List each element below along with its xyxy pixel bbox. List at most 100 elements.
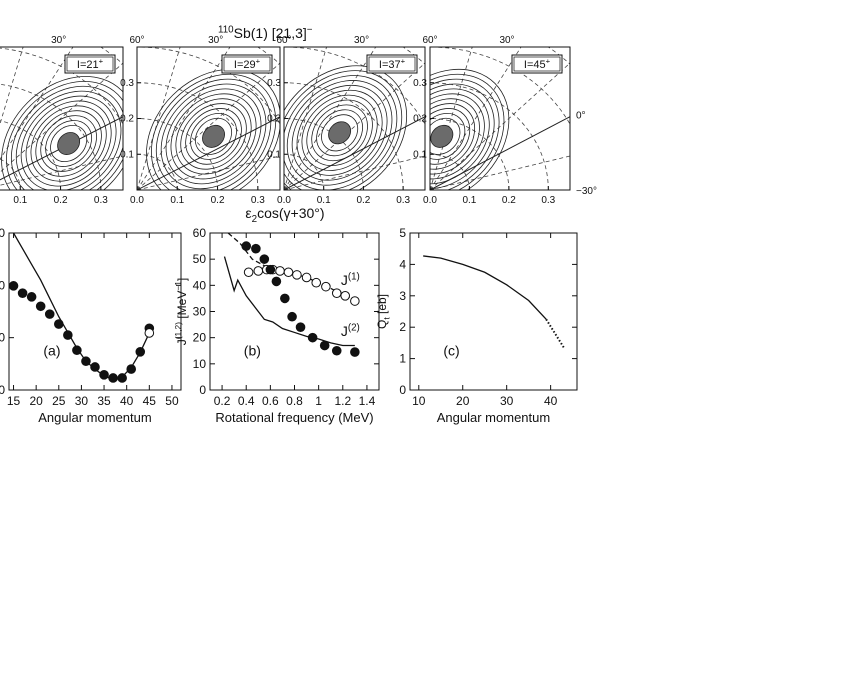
contour-line	[190, 112, 237, 160]
panel-annotation: (c)	[443, 342, 459, 358]
contour-line	[296, 89, 383, 176]
text-part: (1,2)	[173, 322, 183, 339]
contour-line	[40, 115, 97, 172]
text-part: J	[341, 323, 348, 339]
contour-line	[20, 95, 117, 190]
filled-marker	[90, 362, 100, 372]
y-tick-label: 3	[399, 289, 406, 303]
contour-line	[30, 105, 107, 182]
contour-line	[286, 80, 393, 186]
angle-label: 0°	[576, 111, 586, 122]
label-box	[64, 54, 116, 74]
filled-marker	[307, 332, 318, 343]
filled-marker	[350, 347, 360, 357]
polar-ray	[284, 47, 377, 190]
x-tick-label: 10	[412, 394, 426, 408]
x-tick-label: 20	[456, 394, 470, 408]
x-tick-label: 0.1	[170, 195, 184, 206]
y-tick-label: 0.3	[120, 78, 134, 89]
contour-line	[430, 108, 471, 165]
x-tick-label: 0.0	[130, 195, 144, 206]
open-marker	[275, 266, 285, 276]
open-marker	[301, 272, 312, 283]
text-part: Angular momentum	[38, 410, 151, 425]
contour-line	[284, 70, 403, 190]
label-box	[511, 54, 563, 74]
spin-label: I=21+	[77, 57, 104, 71]
x-tick-label: 1.4	[359, 394, 376, 408]
contour-line	[301, 94, 378, 171]
polar-ray	[284, 47, 327, 190]
contour-line	[430, 103, 476, 170]
polar-arc	[0, 47, 123, 126]
text-part: Sb(1) [21,3]	[234, 25, 307, 41]
text-part: I=37	[379, 59, 401, 71]
polar-arc	[284, 47, 425, 126]
spin-label: I=29+	[234, 57, 261, 71]
filled-marker	[295, 322, 306, 333]
spin-label: I=37+	[379, 57, 406, 71]
energy-minimum	[57, 132, 81, 155]
x-tick-label: 0.2	[214, 394, 231, 408]
filled-marker	[319, 340, 330, 351]
filled-marker	[135, 346, 146, 357]
contour-line	[430, 88, 490, 185]
contour-line	[150, 73, 277, 190]
text-part: J	[175, 339, 189, 345]
filled-marker	[259, 254, 270, 264]
angle-label: 30°	[208, 35, 223, 46]
y-tick-label: 60	[193, 226, 207, 240]
contour-line	[10, 85, 123, 190]
filled-marker	[108, 373, 118, 383]
filled-marker	[251, 243, 261, 254]
x-tick-label: 30	[500, 394, 514, 408]
spin-label: I=45+	[524, 57, 551, 71]
y-tick-label: 1	[399, 352, 406, 366]
contour-line	[170, 93, 257, 180]
filled-marker	[53, 319, 64, 329]
filled-marker	[265, 264, 276, 275]
text-part: Angular momentum	[437, 410, 550, 425]
contour-panel	[0, 47, 123, 190]
text-part: (2)	[348, 322, 360, 333]
x-tick-label: 45	[143, 394, 157, 408]
x-tick-label: 0.2	[356, 195, 370, 206]
contour-line	[1, 76, 123, 190]
text-part: [MeV	[175, 291, 189, 322]
polar-ray	[0, 62, 123, 173]
contour-line	[45, 120, 93, 167]
label-box-inner	[223, 56, 271, 72]
contour-line	[195, 117, 233, 155]
x-tick-label: 0.1	[13, 195, 27, 206]
text-part: +	[99, 57, 104, 66]
energy-minimum	[328, 121, 352, 145]
contour-line	[284, 75, 398, 190]
x-axis-label: Angular momentum	[437, 410, 550, 425]
open-marker	[331, 288, 342, 298]
polar-ray	[137, 62, 280, 190]
y-tick-label: 0.2	[267, 114, 281, 125]
x-tick-label: 0.2	[211, 195, 225, 206]
y-tick-label: 0	[0, 383, 5, 397]
open-marker	[350, 296, 360, 306]
filled-marker	[280, 293, 290, 304]
text-part: ]	[175, 278, 189, 281]
x-tick-label: 30	[75, 394, 89, 408]
gamma-zero-ray	[137, 116, 280, 190]
y-tick-label: 0	[399, 383, 406, 397]
y-tick-label: 20	[193, 331, 207, 345]
x-tick-label: 0.3	[396, 195, 410, 206]
contour-line	[430, 73, 505, 190]
x-tick-label: 0.1	[317, 195, 331, 206]
series-label: J(1)	[341, 271, 360, 288]
contour-line	[146, 68, 280, 190]
contour-line	[25, 100, 112, 187]
gamma-zero-ray	[430, 116, 570, 190]
contour-line	[50, 125, 88, 163]
contour-line	[160, 83, 267, 190]
filled-marker	[271, 276, 282, 287]
plot-frame	[8, 232, 182, 391]
figure-title: 110Sb(1) [21,3]−	[218, 24, 313, 41]
y-tick-label: 30	[0, 226, 5, 240]
